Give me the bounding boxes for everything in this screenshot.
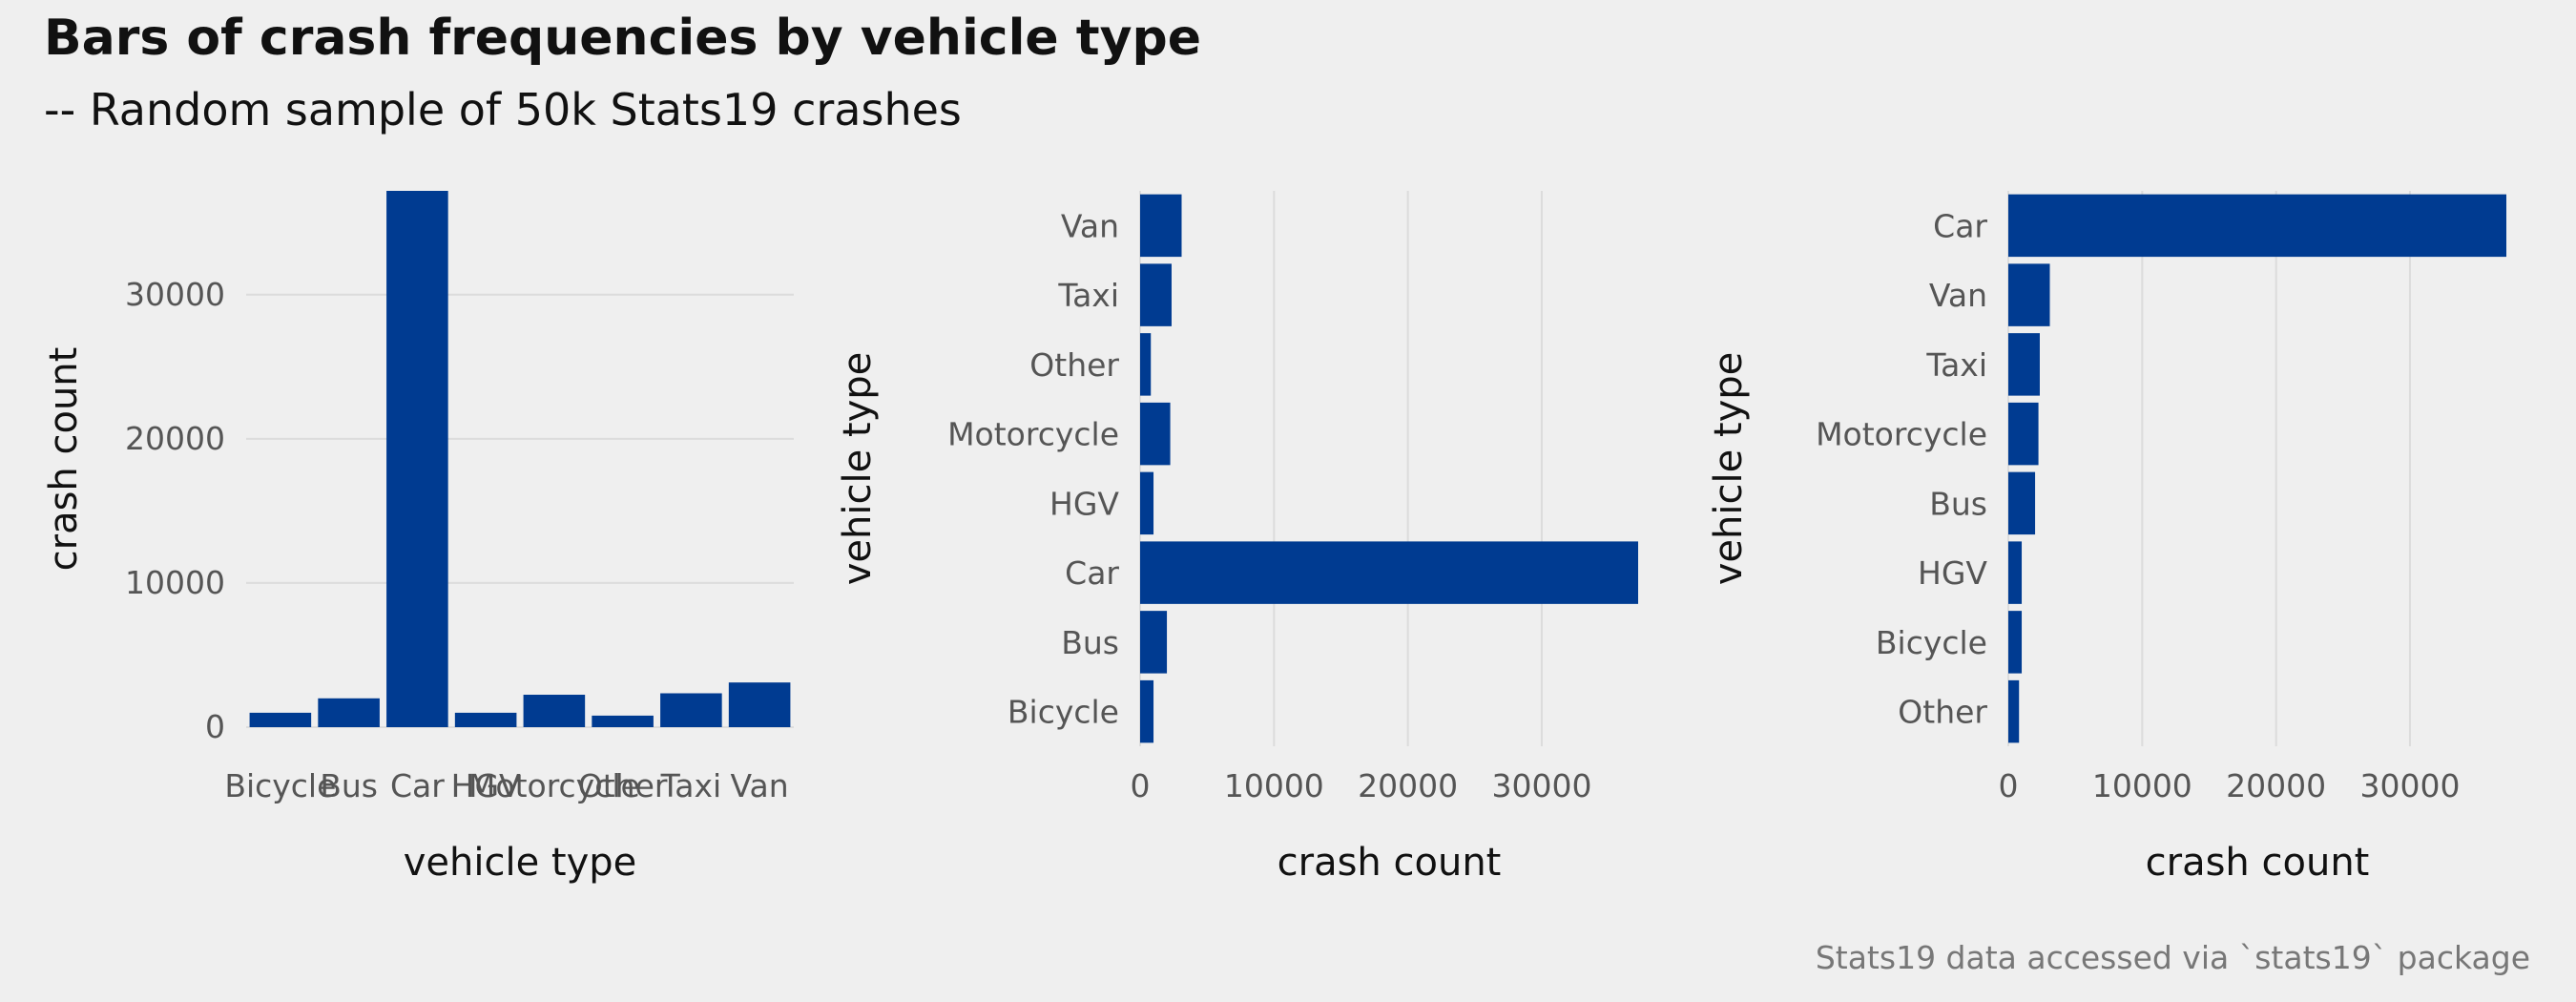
y-tick-label: Taxi	[1057, 277, 1119, 314]
x-tick-label: Taxi	[660, 767, 722, 804]
x-tick-label: 10000	[2092, 767, 2192, 804]
y-tick-label: Bus	[1061, 624, 1119, 661]
bar	[1140, 263, 1172, 326]
x-tick-label: 30000	[1491, 767, 1591, 804]
x-tick-label: 0	[1131, 767, 1151, 804]
x-tick-label: Bus	[320, 767, 378, 804]
bar	[2008, 333, 2040, 396]
x-tick-label: 0	[1999, 767, 2019, 804]
y-tick-label: Car	[1933, 207, 1987, 244]
x-axis-title: vehicle type	[404, 841, 637, 885]
bar	[2008, 194, 2506, 258]
y-tick-label: HGV	[1918, 554, 1987, 592]
bar	[318, 698, 380, 727]
y-tick-label: Other	[1029, 346, 1119, 384]
bar	[249, 712, 312, 727]
chart-title: Bars of crash frequencies by vehicle typ…	[44, 10, 1202, 67]
x-tick-label: Motorcycle	[468, 767, 640, 804]
y-tick-label: Bus	[1929, 485, 1987, 522]
bar	[1140, 679, 1154, 743]
y-axis-title: vehicle type	[836, 352, 880, 586]
bar	[660, 693, 722, 727]
y-axis-title: vehicle type	[1707, 352, 1751, 586]
y-tick-label: 30000	[125, 276, 225, 313]
y-tick-label: 0	[205, 708, 225, 745]
bar	[386, 191, 448, 727]
x-tick-label: Car	[390, 767, 445, 804]
bar	[2008, 263, 2050, 326]
y-tick-label: HGV	[1049, 485, 1119, 522]
x-tick-label: HGV	[451, 767, 521, 804]
bar	[1140, 541, 1638, 604]
bar	[2008, 611, 2023, 674]
x-tick-label: Van	[731, 767, 789, 804]
bar	[523, 695, 586, 727]
y-tick-label: 20000	[125, 420, 225, 457]
bar	[1140, 611, 1168, 674]
x-tick-label: Bicycle	[224, 767, 336, 804]
bar	[592, 715, 654, 727]
y-tick-label: Car	[1065, 554, 1119, 592]
x-tick-label: 20000	[2226, 767, 2326, 804]
x-tick-label: Other	[578, 767, 668, 804]
y-tick-label: 10000	[125, 564, 225, 601]
y-tick-label: Van	[1929, 277, 1987, 314]
y-tick-label: Taxi	[1925, 346, 1987, 384]
bar	[2008, 402, 2039, 466]
x-axis-title: crash count	[1278, 841, 1502, 885]
bar	[1140, 194, 1182, 258]
chart-subtitle: -- Random sample of 50k Stats19 crashes	[44, 84, 962, 136]
bar	[2008, 679, 2020, 743]
y-tick-label: Other	[1898, 694, 1987, 731]
x-axis-title: crash count	[2146, 841, 2370, 885]
y-tick-label: Bicycle	[1876, 624, 1987, 661]
y-tick-label: Bicycle	[1008, 694, 1119, 731]
bar	[454, 712, 517, 727]
chart-caption: Stats19 data accessed via `stats19` pack…	[1815, 939, 2530, 976]
y-axis-title: crash count	[42, 347, 86, 572]
x-tick-label: 30000	[2359, 767, 2460, 804]
x-tick-label: 20000	[1358, 767, 1458, 804]
bar	[2008, 541, 2023, 604]
y-tick-label: Motorcycle	[1816, 416, 1987, 453]
bar	[1140, 333, 1152, 396]
bar	[1140, 402, 1171, 466]
bar	[728, 682, 791, 727]
y-tick-label: Motorcycle	[947, 416, 1119, 453]
bar	[2008, 471, 2036, 535]
bar	[1140, 471, 1154, 535]
x-tick-label: 10000	[1224, 767, 1324, 804]
y-tick-label: Van	[1061, 207, 1119, 244]
